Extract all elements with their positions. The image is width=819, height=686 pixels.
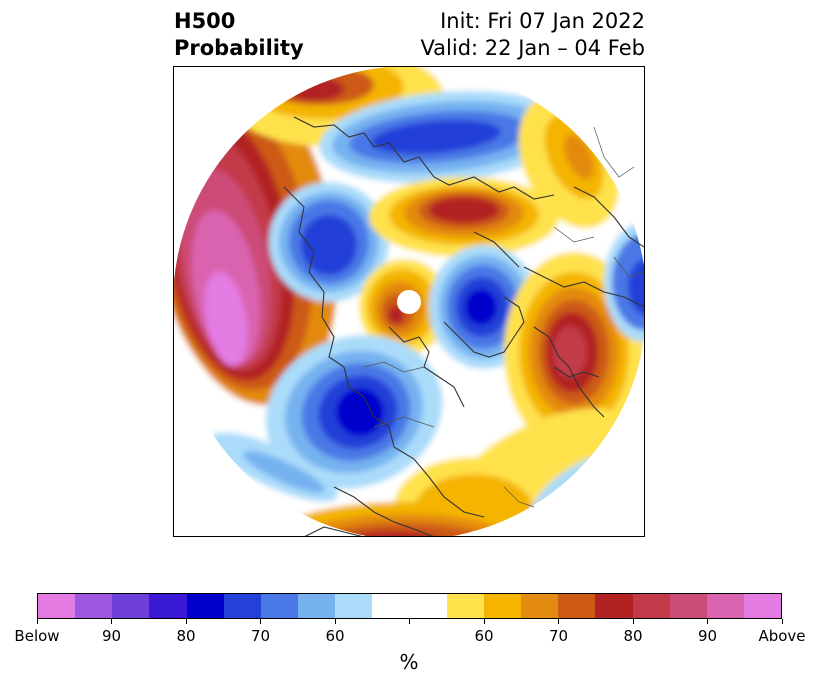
- colorbar-segment: [706, 594, 744, 618]
- colorbar-segment: [446, 594, 484, 618]
- colorbar-tick: [260, 619, 261, 624]
- colorbar-segment: [409, 594, 447, 618]
- colorbar-segment: [521, 594, 559, 618]
- probability-map-svg: [174, 67, 644, 536]
- colorbar: [37, 593, 782, 619]
- colorbar-tick: [334, 619, 336, 624]
- colorbar-unit: %: [399, 650, 419, 674]
- colorbar-tick: [558, 619, 559, 624]
- title-variable: H500: [174, 9, 236, 33]
- pole-marker: [397, 290, 421, 314]
- title-field: Probability: [174, 36, 304, 60]
- colorbar-segment: [75, 594, 113, 618]
- colorbar-tick: [111, 619, 112, 624]
- colorbar-tick: [185, 619, 187, 624]
- init-date: Init: Fri 07 Jan 2022: [440, 9, 645, 33]
- colorbar-segment: [558, 594, 596, 618]
- colorbar-segment: [372, 594, 410, 618]
- coastlines: [283, 116, 644, 536]
- colorbar-tick: [483, 619, 485, 624]
- colorbar-tick-label: 80: [176, 627, 196, 645]
- colorbar-tick-label: 70: [548, 627, 569, 645]
- colorbar-segment: [112, 594, 150, 618]
- colorbar-tick: [36, 619, 38, 624]
- colorbar-tick-label: 60: [474, 627, 494, 645]
- map-title: H500 Probability: [174, 8, 304, 62]
- polar-map: [173, 66, 645, 537]
- colorbar-segment: [298, 594, 336, 618]
- colorbar-tick-label: 70: [250, 627, 271, 645]
- colorbar-segment: [260, 594, 299, 618]
- colorbar-tick-label: 60: [325, 627, 345, 645]
- map-dates: Init: Fri 07 Jan 2022 Valid: 22 Jan – 04…: [420, 8, 645, 62]
- colorbar-tick-label: Above: [758, 627, 806, 645]
- colorbar-tick: [707, 619, 708, 624]
- colorbar-segment: [186, 594, 224, 618]
- colorbar-segment: [669, 594, 707, 618]
- colorbar-tick-label: Below: [14, 627, 60, 645]
- colorbar-segment: [149, 594, 187, 618]
- colorbar-segment: [335, 594, 373, 618]
- valid-range: Valid: 22 Jan – 04 Feb: [420, 36, 645, 60]
- colorbar-segment: [632, 594, 670, 618]
- colorbar-segment: [38, 594, 76, 618]
- colorbar-tick-label: 90: [101, 627, 122, 645]
- colorbar-tick: [781, 619, 783, 624]
- colorbar-segment: [595, 594, 633, 618]
- country-borders: [363, 126, 644, 508]
- colorbar-segment: [223, 594, 261, 618]
- colorbar-tick: [409, 619, 410, 624]
- colorbar-segment: [743, 594, 782, 618]
- colorbar-tick: [632, 619, 634, 624]
- colorbar-tick-label: 90: [697, 627, 718, 645]
- colorbar-segment: [483, 594, 522, 618]
- colorbar-tick-label: 80: [623, 627, 643, 645]
